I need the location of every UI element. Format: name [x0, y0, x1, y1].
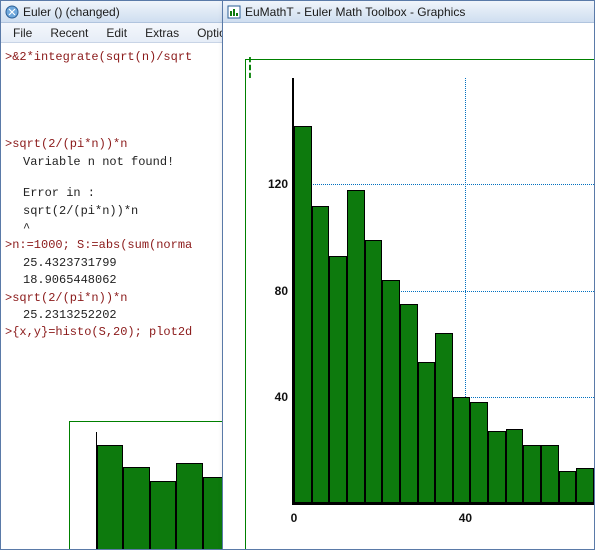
gfx-content: ¦¦ 4080120040 [223, 23, 594, 549]
ytick-label: 120 [268, 177, 288, 191]
big-chart-frame: ¦¦ 4080120040 [245, 59, 594, 549]
gfx-titlebar[interactable]: EuMathT - Euler Math Toolbox - Graphics [223, 1, 594, 23]
big-chart-bar [523, 445, 541, 503]
frame-tick-icon: ¦¦ [248, 58, 252, 74]
small-chart-frame: 120 [69, 421, 234, 549]
gfx-title-text: EuMathT - Euler Math Toolbox - Graphics [245, 5, 465, 19]
big-chart-bar [576, 468, 594, 503]
big-chart-bar [312, 206, 330, 504]
big-chart-bar [453, 397, 471, 503]
big-chart-plot: 4080120040 [292, 78, 594, 505]
small-chart-plot: 120 [96, 432, 229, 549]
big-chart-bar [347, 190, 365, 503]
console-output: ^ [23, 220, 235, 237]
ytick-label: 80 [275, 284, 288, 298]
menu-recent[interactable]: Recent [42, 24, 96, 42]
big-chart-bar [329, 256, 347, 503]
main-menubar: File Recent Edit Extras Options [1, 23, 239, 43]
menu-edit[interactable]: Edit [98, 24, 135, 42]
xtick-label: 0 [291, 511, 298, 525]
big-chart-bar [294, 126, 312, 503]
console-command: >{x,y}=histo(S,20); plot2d [5, 324, 235, 341]
gridline-horizontal [294, 184, 594, 185]
console-output: sqrt(2/(pi*n))*n [23, 203, 235, 220]
small-chart-bar [150, 481, 176, 549]
big-chart-bar [488, 431, 506, 503]
gfx-app-icon [227, 5, 241, 19]
euler-main-window: Euler () (changed) File Recent Edit Extr… [0, 0, 240, 550]
menu-extras[interactable]: Extras [137, 24, 187, 42]
big-chart-bar [418, 362, 436, 503]
console-output: 25.4323731799 [23, 255, 235, 272]
main-titlebar[interactable]: Euler () (changed) [1, 1, 239, 23]
big-chart-bar [435, 333, 453, 503]
app-icon [5, 5, 19, 19]
console-output: 25.2313252202 [23, 307, 235, 324]
big-chart-bar [470, 402, 488, 503]
small-chart-bar [123, 467, 149, 549]
xtick-label: 40 [459, 511, 472, 525]
console-output: Error in : [23, 185, 235, 202]
main-title-text: Euler () (changed) [23, 5, 120, 19]
console-output: 18.9065448062 [23, 272, 235, 289]
menu-file[interactable]: File [5, 24, 40, 42]
console-command: >sqrt(2/(pi*n))*n [5, 136, 235, 153]
ytick-label: 40 [275, 390, 288, 404]
big-chart-bar [382, 280, 400, 503]
small-chart-bar [176, 463, 202, 550]
console-command: >sqrt(2/(pi*n))*n [5, 290, 235, 307]
big-chart-bar [400, 304, 418, 503]
console-command: >&2*integrate(sqrt(n)/sqrt [5, 49, 235, 66]
big-chart-bar [559, 471, 577, 503]
console-content[interactable]: >&2*integrate(sqrt(n)/sqrt >sqrt(2/(pi*n)… [1, 43, 239, 549]
big-chart-bar [506, 429, 524, 503]
small-chart-bar [97, 445, 123, 550]
graphics-window: EuMathT - Euler Math Toolbox - Graphics … [222, 0, 595, 550]
console-output: Variable n not found! [23, 154, 235, 171]
console-command: >n:=1000; S:=abs(sum(norma [5, 237, 235, 254]
big-chart-bar [541, 445, 559, 503]
big-chart-bar [365, 240, 383, 503]
